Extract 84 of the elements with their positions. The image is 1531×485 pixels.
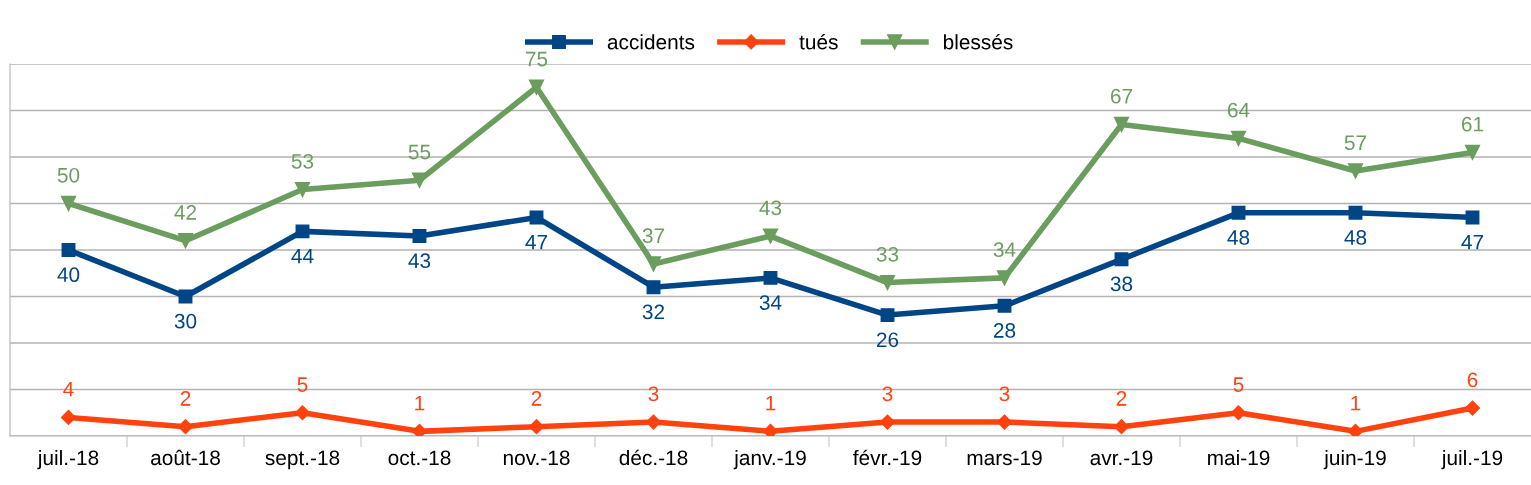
legend-label: tués: [799, 33, 838, 50]
data-label: 6: [1467, 372, 1478, 388]
data-label: 47: [525, 234, 548, 250]
point: [412, 229, 427, 243]
data-label: 55: [408, 144, 431, 160]
point: [177, 233, 194, 249]
x-tick-label: nov.-18: [503, 450, 570, 466]
x-tick-label: juin-19: [1323, 449, 1386, 470]
point: [1114, 252, 1129, 267]
data-label: 1: [415, 395, 425, 411]
data-label: 61: [1461, 116, 1484, 132]
point: [762, 423, 779, 436]
x-tick-label: févr.-19: [853, 449, 922, 466]
x-tick-label: mars-19: [967, 450, 1042, 466]
legend-label: blessés: [943, 33, 1013, 50]
data-label: 38: [1110, 276, 1133, 292]
data-label: 3: [882, 386, 893, 402]
data-label: 43: [759, 200, 782, 216]
data-label: 3: [999, 386, 1010, 402]
x-tick-label: déc.-18: [619, 449, 688, 466]
data-label: 44: [291, 248, 314, 264]
data-label: 1: [1351, 395, 1361, 411]
point: [880, 308, 895, 323]
point: [1464, 144, 1481, 160]
data-label: 48: [1227, 230, 1250, 245]
point: [1347, 423, 1364, 436]
point: [528, 79, 545, 95]
data-label: 42: [174, 205, 197, 220]
point: [294, 181, 311, 198]
x-tick-label: oct.-18: [388, 450, 451, 466]
point: [295, 224, 310, 239]
x-tick-label: mai-19: [1208, 449, 1270, 466]
point: [61, 243, 76, 257]
point: [646, 280, 661, 295]
data-label: 33: [876, 246, 899, 262]
data-label: 32: [642, 304, 665, 320]
data-label: 5: [1233, 377, 1244, 392]
data-label: 34: [759, 295, 782, 310]
data-label: 53: [291, 153, 314, 169]
data-label: 57: [1344, 135, 1367, 151]
point: [879, 274, 896, 291]
data-label: 28: [993, 323, 1016, 338]
x-tick-label: avr.-19: [1090, 450, 1153, 466]
data-label: 48: [1344, 230, 1367, 245]
point: [1347, 163, 1364, 179]
point: [1230, 405, 1247, 421]
legend-label: accidents: [607, 34, 695, 50]
point: [1230, 130, 1247, 147]
data-label: 67: [1110, 88, 1133, 104]
data-label: 2: [1116, 391, 1127, 406]
point: [645, 414, 662, 430]
data-label: 2: [180, 391, 191, 406]
data-label: 3: [648, 386, 659, 402]
point: [1231, 205, 1246, 220]
data-label: 34: [993, 242, 1016, 258]
point: [1348, 205, 1363, 220]
point: [1464, 400, 1481, 416]
x-tick-label: juil.-18: [37, 449, 99, 470]
data-label: 75: [525, 51, 548, 67]
data-label: 4: [63, 382, 74, 397]
x-tick-label: janv.-19: [733, 449, 806, 470]
point: [645, 256, 662, 272]
data-label: 47: [1461, 234, 1484, 250]
data-label: 26: [876, 332, 899, 348]
point: [1113, 116, 1130, 133]
point: [294, 405, 311, 421]
x-tick-label: août-18: [151, 449, 220, 466]
data-label: 64: [1227, 102, 1250, 118]
point: [997, 298, 1012, 313]
data-label: 2: [531, 391, 542, 406]
point: [996, 270, 1013, 286]
data-label: 5: [297, 377, 308, 392]
data-label: 1: [766, 395, 776, 411]
data-label: 43: [408, 253, 431, 269]
x-tick-label: juil.-19: [1441, 449, 1503, 470]
data-label: 30: [174, 313, 197, 329]
point: [762, 228, 779, 244]
data-label: 40: [57, 267, 80, 283]
point: [763, 270, 778, 285]
data-label: 37: [642, 228, 665, 244]
data-label: 50: [57, 167, 80, 183]
point: [60, 195, 77, 212]
point: [60, 409, 77, 425]
x-tick-label: sept.-18: [265, 450, 340, 470]
